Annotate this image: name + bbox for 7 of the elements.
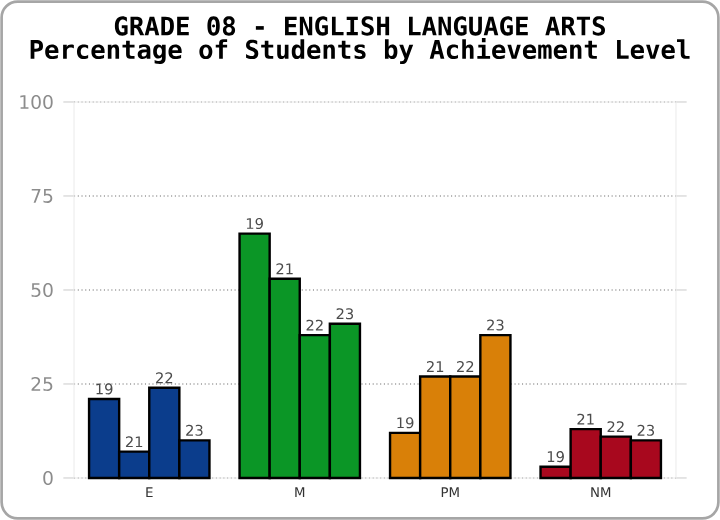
y-tick-label: 75	[31, 189, 53, 203]
y-tick-label: 100	[20, 94, 53, 110]
chart-title: GRADE 08 - ENGLISH LANGUAGE ARTS	[114, 16, 606, 36]
y-tick-label: 50	[31, 282, 53, 298]
y-tick-label: 0	[43, 470, 53, 486]
y-tick-label: 25	[31, 376, 53, 392]
chart-subtitle: Percentage of Students by Achievement Level	[30, 37, 690, 65]
